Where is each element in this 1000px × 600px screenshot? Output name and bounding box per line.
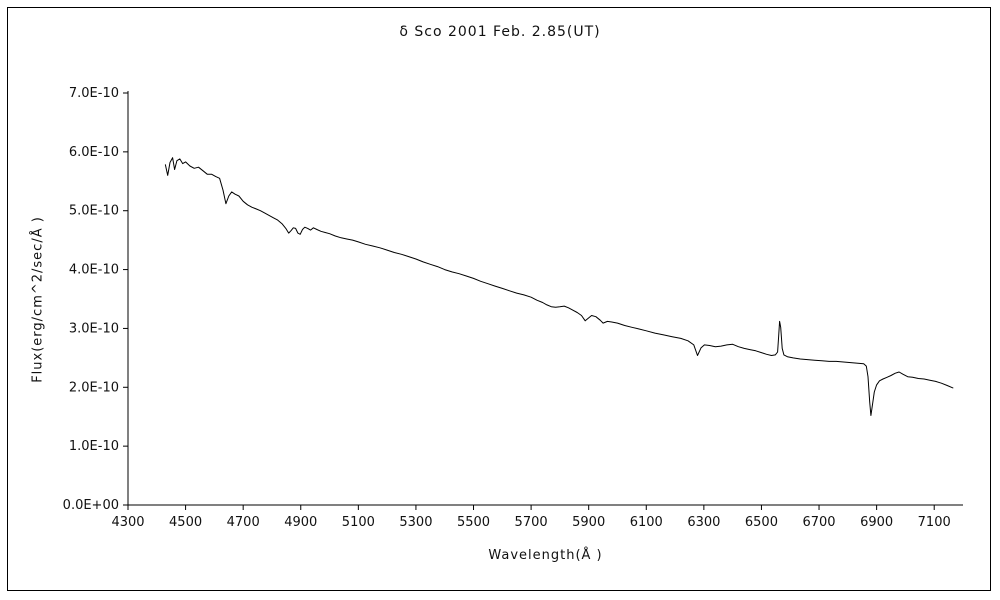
chart-border <box>7 7 991 591</box>
x-tick-label: 5100 <box>342 515 375 530</box>
x-tick-label: 4900 <box>284 515 317 530</box>
y-tick-label: 0.0E+00 <box>63 498 119 513</box>
x-tick-label: 6700 <box>802 515 835 530</box>
x-tick-label: 7100 <box>918 515 951 530</box>
x-tick-label: 6100 <box>630 515 663 530</box>
x-tick-label: 5500 <box>457 515 490 530</box>
x-tick-label: 6500 <box>745 515 778 530</box>
x-axis-title: Wavelength(Å ) <box>488 548 603 563</box>
x-tick-label: 6900 <box>860 515 893 530</box>
x-tick-label: 6300 <box>687 515 720 530</box>
x-tick-label: 5900 <box>572 515 605 530</box>
x-tick-label: 4500 <box>169 515 202 530</box>
y-tick-label: 6.0E-10 <box>69 145 119 160</box>
y-tick-label: 4.0E-10 <box>69 263 119 278</box>
x-tick-label: 4700 <box>227 515 260 530</box>
y-tick-label: 2.0E-10 <box>69 380 119 395</box>
y-tick-label: 5.0E-10 <box>69 204 119 219</box>
x-tick-label: 4300 <box>111 515 144 530</box>
spectrum-line <box>164 157 954 416</box>
x-tick-label: 5300 <box>399 515 432 530</box>
y-tick-label: 1.0E-10 <box>69 439 119 454</box>
y-tick-label: 7.0E-10 <box>69 86 119 101</box>
x-tick-label: 5700 <box>515 515 548 530</box>
y-tick-label: 3.0E-10 <box>69 321 119 336</box>
chart-title: δ Sco 2001 Feb. 2.85(UT) <box>399 24 601 40</box>
